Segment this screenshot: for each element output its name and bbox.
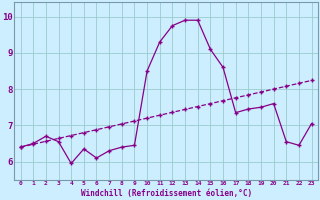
X-axis label: Windchill (Refroidissement éolien,°C): Windchill (Refroidissement éolien,°C) [81,189,252,198]
